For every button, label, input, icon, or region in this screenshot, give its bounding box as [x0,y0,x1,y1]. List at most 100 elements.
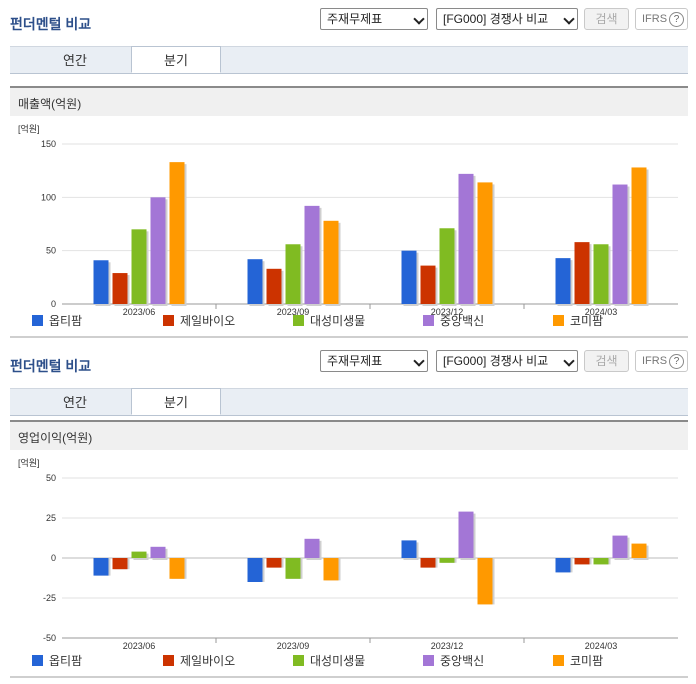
bar[interactable] [304,538,320,558]
x-tick-label: 2023/06 [123,641,156,650]
legend-item[interactable]: 옵티팜 [32,652,82,670]
tab-annual[interactable]: 연간 [63,395,87,410]
x-tick-label: 2023/09 [277,641,310,650]
bar[interactable] [112,558,128,570]
search-button[interactable]: 검색 [584,350,629,372]
y-unit-label: [억원] [18,457,40,468]
chevron-down-icon [563,13,575,25]
bar[interactable] [285,558,301,579]
bar[interactable] [612,535,628,558]
legend-item[interactable]: 옵티팜 [32,312,82,330]
ifrs-button[interactable]: IFRS ? [635,350,688,372]
bar[interactable] [631,543,647,558]
chart-legend: 옵티팜 제일바이오 대성미생물 중앙백신 코미팜 [10,652,688,672]
statement-select[interactable]: 주재무제표 [320,350,428,372]
search-button[interactable]: 검색 [584,8,629,30]
bar[interactable] [477,182,493,304]
bar[interactable] [93,260,109,304]
legend-swatch [423,315,434,326]
bar[interactable] [150,197,166,304]
bar[interactable] [169,162,185,304]
legend-swatch [293,315,304,326]
bar[interactable] [420,558,436,568]
bar[interactable] [477,558,493,605]
bar[interactable] [458,511,474,558]
statement-select[interactable]: 주재무제표 [320,8,428,30]
bar[interactable] [247,259,263,304]
bar[interactable] [439,228,455,304]
chevron-down-icon [413,355,425,367]
x-tick-label: 2024/03 [585,641,618,650]
peer-group-select[interactable]: [FG000] 경쟁사 비교 [436,350,578,372]
ifrs-button[interactable]: IFRS ? [635,8,688,30]
bar[interactable] [93,558,109,576]
bar[interactable] [631,167,647,304]
bar[interactable] [574,242,590,304]
legend-item[interactable]: 중앙백신 [423,312,484,330]
legend-label: 중앙백신 [440,314,485,328]
panel-revenue: 펀더멘털 비교 주재무제표 [FG000] 경쟁사 비교 검색 IFRS ? 연… [0,8,696,340]
bar[interactable] [131,229,147,304]
bar[interactable] [323,558,339,581]
bar[interactable] [150,546,166,558]
chart-subtitle-bar: 영업이익(억원) [10,420,688,450]
help-icon[interactable]: ? [669,354,684,369]
legend-label: 제일바이오 [180,314,236,328]
operating-profit-bar-chart: [억원] -50 -25 0 25 50 2023/06 2023/09 2023/12 2024… [18,457,678,650]
legend-item[interactable]: 대성미생물 [293,312,365,330]
bar[interactable] [131,551,147,558]
legend-item[interactable]: 제일바이오 [163,312,235,330]
peer-group-select-value: [FG000] 경쟁사 비교 [443,12,549,26]
legend-label: 옵티팜 [49,654,83,668]
chart-subtitle: 영업이익(억원) [18,431,93,445]
panel-header: 펀더멘털 비교 주재무제표 [FG000] 경쟁사 비교 검색 IFRS ? [0,350,696,378]
bar[interactable] [401,540,417,558]
legend-swatch [423,655,434,666]
bar[interactable] [323,220,339,304]
bar[interactable] [247,558,263,582]
peer-group-select[interactable]: [FG000] 경쟁사 비교 [436,8,578,30]
bar[interactable] [458,173,474,304]
bar[interactable] [439,558,455,563]
tab-quarterly[interactable]: 분기 [131,388,221,415]
bar[interactable] [420,265,436,304]
bar[interactable] [266,558,282,568]
bar[interactable] [612,184,628,304]
bar[interactable] [169,558,185,579]
y-tick-label: 100 [41,192,56,202]
legend-item[interactable]: 중앙백신 [423,652,484,670]
bar[interactable] [574,558,590,565]
bar[interactable] [112,273,128,304]
chevron-down-icon [563,355,575,367]
x-tick-label: 2023/06 [123,307,156,316]
tab-annual[interactable]: 연간 [63,53,87,68]
chevron-down-icon [413,13,425,25]
legend-label: 제일바이오 [180,654,236,668]
legend-swatch [553,315,564,326]
bar[interactable] [593,558,609,565]
legend-label: 코미팜 [570,654,604,668]
bar[interactable] [555,558,571,573]
bar[interactable] [304,205,320,304]
legend-label: 옵티팜 [49,314,83,328]
bar[interactable] [593,244,609,304]
legend-item[interactable]: 코미팜 [553,312,603,330]
legend-label: 중앙백신 [440,654,485,668]
y-tick-label: 0 [51,299,56,309]
bar[interactable] [555,258,571,304]
bar[interactable] [401,250,417,304]
divider [10,336,688,338]
bar[interactable] [285,244,301,304]
legend-item[interactable]: 제일바이오 [163,652,235,670]
bar[interactable] [266,268,282,304]
revenue-bar-chart: [억원] 0 50 100 150 2023/06 2023/09 2023/12 2024/0… [18,123,678,316]
legend-item[interactable]: 대성미생물 [293,652,365,670]
period-tabs: 연간 분기 [10,46,688,74]
help-icon[interactable]: ? [669,12,684,27]
chart-subtitle-bar: 매출액(억원) [10,86,688,116]
legend-item[interactable]: 코미팜 [553,652,603,670]
tab-quarterly[interactable]: 분기 [131,46,221,73]
y-tick-label: -50 [43,633,56,643]
x-tick-label: 2023/09 [277,307,310,316]
y-tick-label: 0 [51,553,56,563]
